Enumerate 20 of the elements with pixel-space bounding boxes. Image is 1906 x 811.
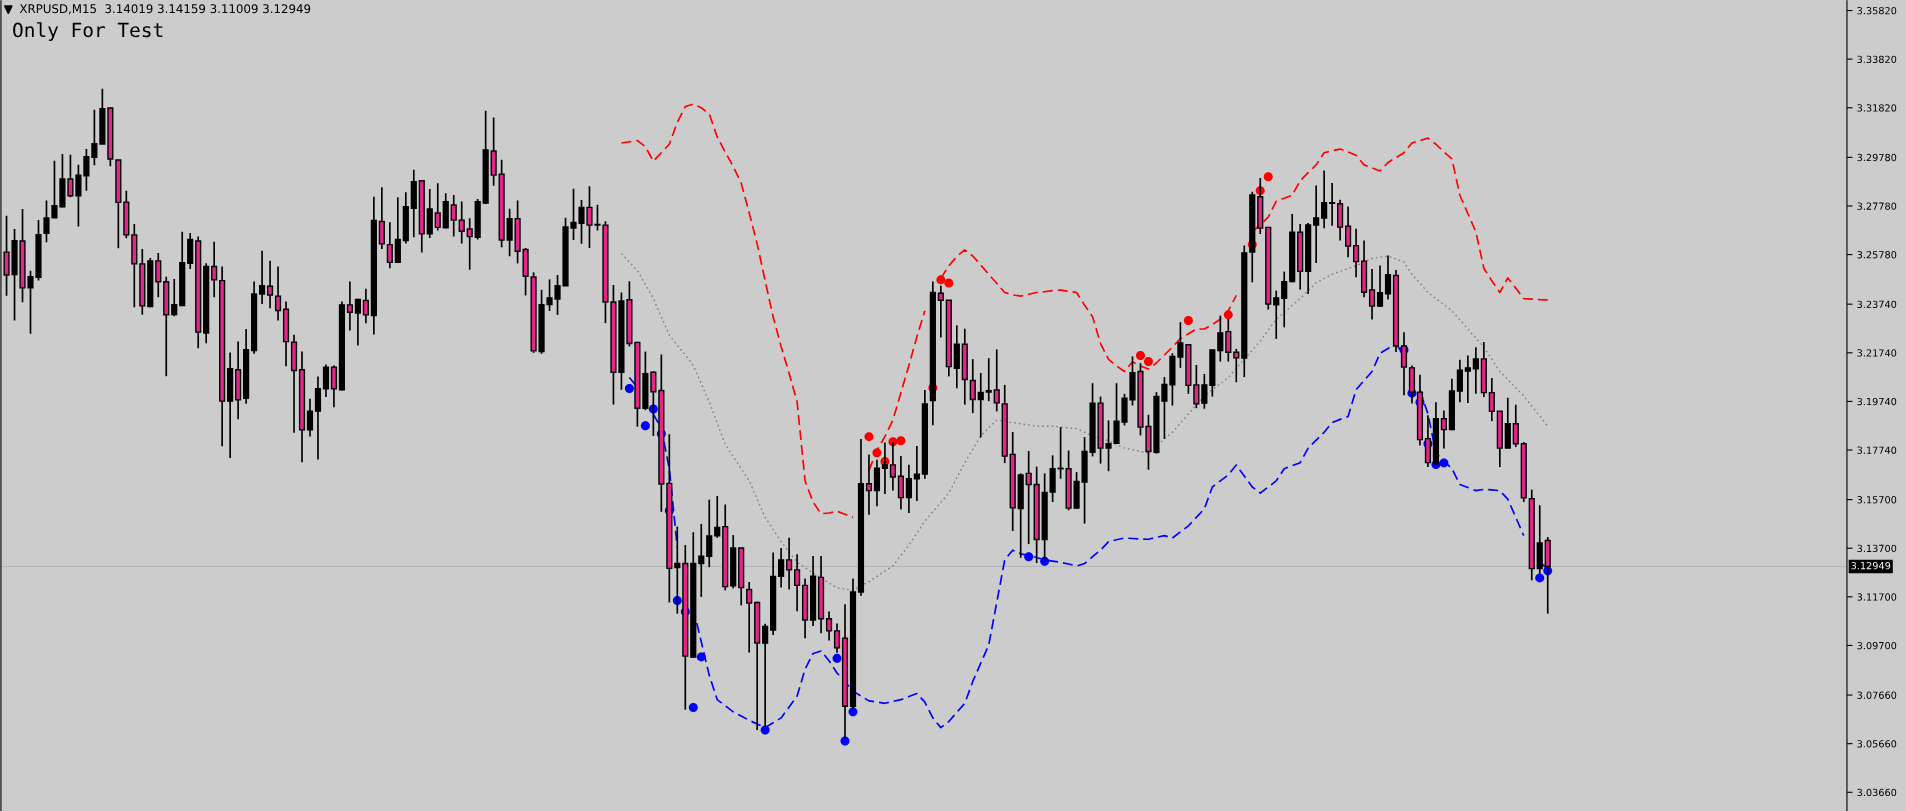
y-tick-label: 3.31820 bbox=[1857, 104, 1897, 112]
y-tick-label: 3.17740 bbox=[1857, 446, 1897, 454]
y-tick-label: 3.23740 bbox=[1857, 300, 1897, 309]
y-tick-label: 3.13700 bbox=[1857, 544, 1897, 553]
y-tick-label: 3.33820 bbox=[1857, 55, 1897, 63]
y-tick-label: 3.03660 bbox=[1857, 788, 1897, 797]
y-tick-label: 3.05660 bbox=[1857, 740, 1897, 748]
y-tick-label: 3.29780 bbox=[1857, 153, 1897, 162]
y-tick-label: 3.19740 bbox=[1857, 397, 1897, 406]
y-tick-label: 3.09700 bbox=[1857, 641, 1897, 650]
y-tick-label: 3.35820 bbox=[1857, 7, 1897, 15]
chart-title: XRPUSD,M15 3.14019 3.14159 3.11009 3.12949 bbox=[19, 4, 311, 15]
y-tick-label: 3.27780 bbox=[1857, 202, 1897, 210]
annotation: Only For Test bbox=[13, 22, 163, 42]
y-tick-label: 3.21740 bbox=[1857, 349, 1897, 357]
y-tick-label: 3.07660 bbox=[1857, 691, 1897, 699]
y-tick-label: 3.15700 bbox=[1857, 496, 1897, 504]
y-tick-label: 3.25780 bbox=[1857, 251, 1897, 259]
ref-line-label: 3.12949 bbox=[1851, 561, 1891, 570]
y-tick-label: 3.11700 bbox=[1857, 593, 1897, 601]
